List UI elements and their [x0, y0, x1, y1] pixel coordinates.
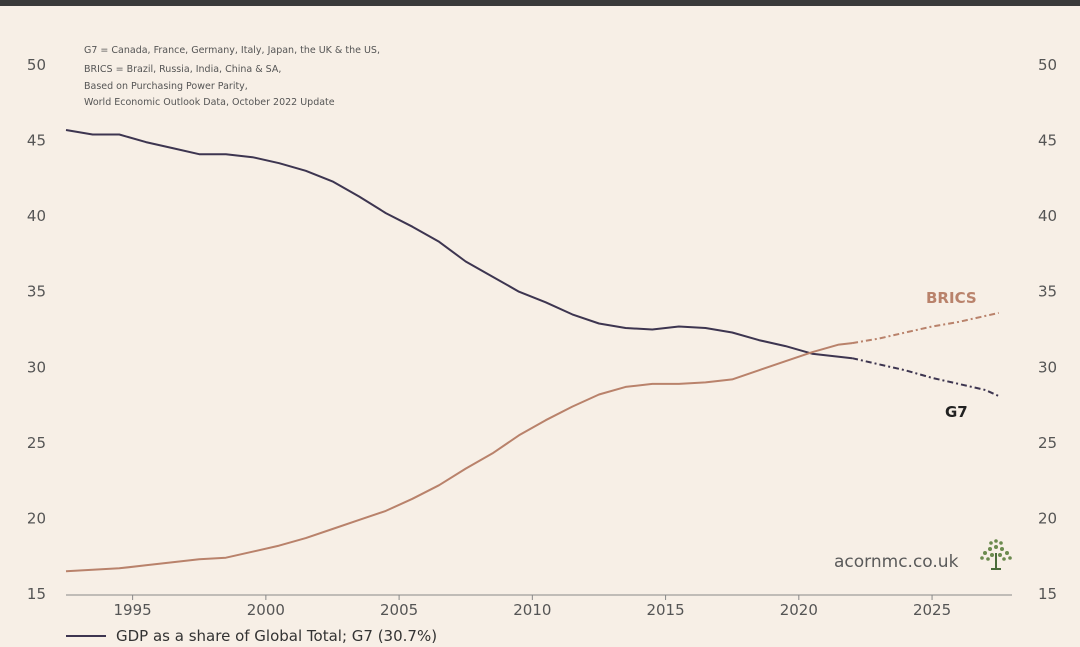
series-projection-brics — [851, 311, 999, 345]
legend-label: GDP as a share of Global Total; G7 (30.7… — [116, 627, 438, 645]
notes: G7 = Canada, France, Germany, Italy, Jap… — [84, 45, 380, 108]
x-tick-label: 2010 — [513, 601, 551, 619]
y-tick-label-right: 40 — [1038, 207, 1057, 225]
top-border — [0, 0, 1080, 6]
y-tick-label-left: 15 — [27, 585, 46, 603]
y-tick-label-left: 40 — [27, 207, 46, 225]
g7-label: G7 — [945, 403, 968, 421]
y-tick-label-right: 45 — [1038, 132, 1057, 150]
y-tick-label-left: 50 — [27, 56, 46, 74]
y-tick-label-right: 20 — [1038, 509, 1057, 527]
legend-swatch — [66, 635, 106, 637]
y-tick-label-left: 20 — [27, 509, 46, 527]
x-tick-label: 2020 — [780, 601, 818, 619]
y-axis-right: 15 20 25 30 35 40 45 50 — [1038, 56, 1057, 603]
x-tick-label: 2000 — [247, 601, 285, 619]
brics-label: BRICS — [926, 289, 977, 307]
note-line: G7 = Canada, France, Germany, Italy, Jap… — [84, 45, 380, 56]
y-tick-label-left: 30 — [27, 358, 46, 376]
note-line: Based on Purchasing Power Parity, — [84, 81, 248, 92]
y-tick-label-right: 30 — [1038, 358, 1057, 376]
watermark-text: acornmc.co.uk — [834, 552, 959, 572]
y-tick-label-left: 35 — [27, 283, 46, 301]
y-tick-label-right: 25 — [1038, 434, 1057, 452]
x-axis: 1995 2000 2005 2010 2015 2020 2025 — [114, 595, 951, 619]
note-line: World Economic Outlook Data, October 202… — [84, 97, 335, 108]
y-tick-label-right: 35 — [1038, 283, 1057, 301]
y-tick-label-left: 45 — [27, 132, 46, 150]
y-tick-label-right: 15 — [1038, 585, 1057, 603]
x-tick-label: 2015 — [646, 601, 684, 619]
x-tick-label: 2005 — [380, 601, 418, 619]
x-tick-label: 1995 — [114, 601, 152, 619]
series-group — [65, 129, 1000, 573]
legend: GDP as a share of Global Total; G7 (30.7… — [66, 625, 437, 647]
y-tick-label-left: 25 — [27, 434, 46, 452]
series-line-g7 — [65, 129, 853, 360]
y-axis-left: 15 20 25 30 35 40 45 50 — [27, 56, 46, 603]
tree-logo-icon — [980, 539, 1012, 570]
series-line-brics — [65, 342, 853, 573]
y-tick-label-right: 50 — [1038, 56, 1057, 74]
series-projection-g7 — [851, 357, 1000, 397]
note-line: BRICS = Brazil, Russia, India, China & S… — [84, 64, 281, 75]
x-tick-label: 2025 — [913, 601, 951, 619]
